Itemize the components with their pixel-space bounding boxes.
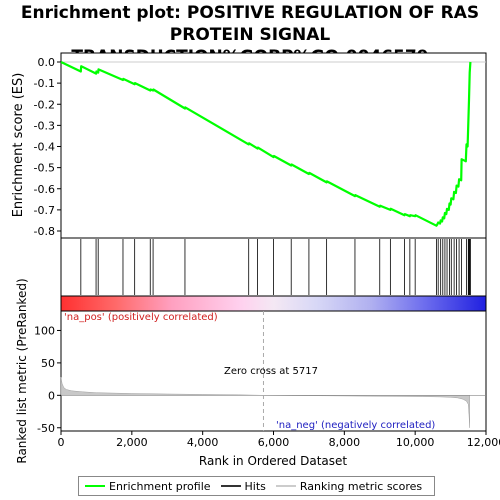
x-tick-label: 10,000 [396, 436, 435, 449]
metric-y-ticks: 100 50 0 -50 [34, 324, 61, 435]
x-tick-label: 0 [58, 436, 65, 449]
es-tick-label: -0.4 [34, 141, 55, 154]
es-y-ticks: 0.0 -0.1 -0.2 -0.3 -0.4 -0.5 -0.6 -0.7 -0.8 [34, 56, 61, 238]
x-axis-label: Rank in Ordered Dataset [199, 454, 347, 468]
metric-tick-label: 50 [41, 357, 55, 370]
x-tick-label: 12,000 [467, 436, 500, 449]
es-tick-label: -0.2 [34, 98, 55, 111]
legend-swatch-hits [220, 485, 241, 487]
es-profile-line [60, 61, 472, 227]
x-tick-label: 2,000 [116, 436, 148, 449]
x-tick-label: 4,000 [187, 436, 219, 449]
legend-label-metric: Ranking metric scores [299, 479, 423, 493]
ranking-metric-area [60, 377, 470, 428]
metric-y-axis-label: Ranked list metric (PreRanked) [15, 278, 29, 463]
legend-swatch-metric [275, 485, 296, 487]
x-tick-label: 8,000 [329, 436, 361, 449]
legend-item-metric: Ranking metric scores [275, 479, 423, 493]
legend-label-profile: Enrichment profile [109, 479, 211, 493]
metric-tick-label: 100 [34, 324, 55, 337]
es-tick-label: -0.8 [34, 225, 55, 238]
metric-tick-label: -50 [37, 422, 55, 435]
hit-marks [80, 239, 471, 295]
na-neg-label: 'na_neg' (negatively correlated) [276, 420, 435, 431]
es-tick-label: 0.0 [38, 56, 56, 69]
es-tick-label: -0.6 [34, 183, 55, 196]
x-tick-label: 6,000 [258, 436, 290, 449]
na-pos-label: 'na_pos' (positively correlated) [64, 312, 218, 323]
legend-swatch-profile [85, 485, 105, 487]
metric-panel-frame [60, 310, 487, 432]
metric-tick-label: 0 [48, 389, 55, 402]
es-tick-label: -0.3 [34, 119, 55, 132]
es-tick-label: -0.5 [34, 162, 55, 175]
zero-cross-label: Zero cross at 5717 [224, 366, 318, 377]
rank-gradient-band [60, 295, 487, 312]
legend: Enrichment profile Hits Ranking metric s… [78, 476, 435, 496]
chart-title-line-1: Enrichment plot: POSITIVE REGULATION OF … [20, 3, 480, 23]
es-tick-label: -0.1 [34, 77, 55, 90]
es-tick-label: -0.7 [34, 204, 55, 217]
x-axis-ticks: 0 2,000 4,000 6,000 8,000 10,000 12,000 [58, 431, 500, 449]
legend-item-hits: Hits [220, 479, 266, 493]
es-y-axis-label: Enrichment score (ES) [11, 73, 26, 218]
legend-item-profile: Enrichment profile [85, 480, 211, 493]
legend-label-hits: Hits [244, 479, 266, 493]
